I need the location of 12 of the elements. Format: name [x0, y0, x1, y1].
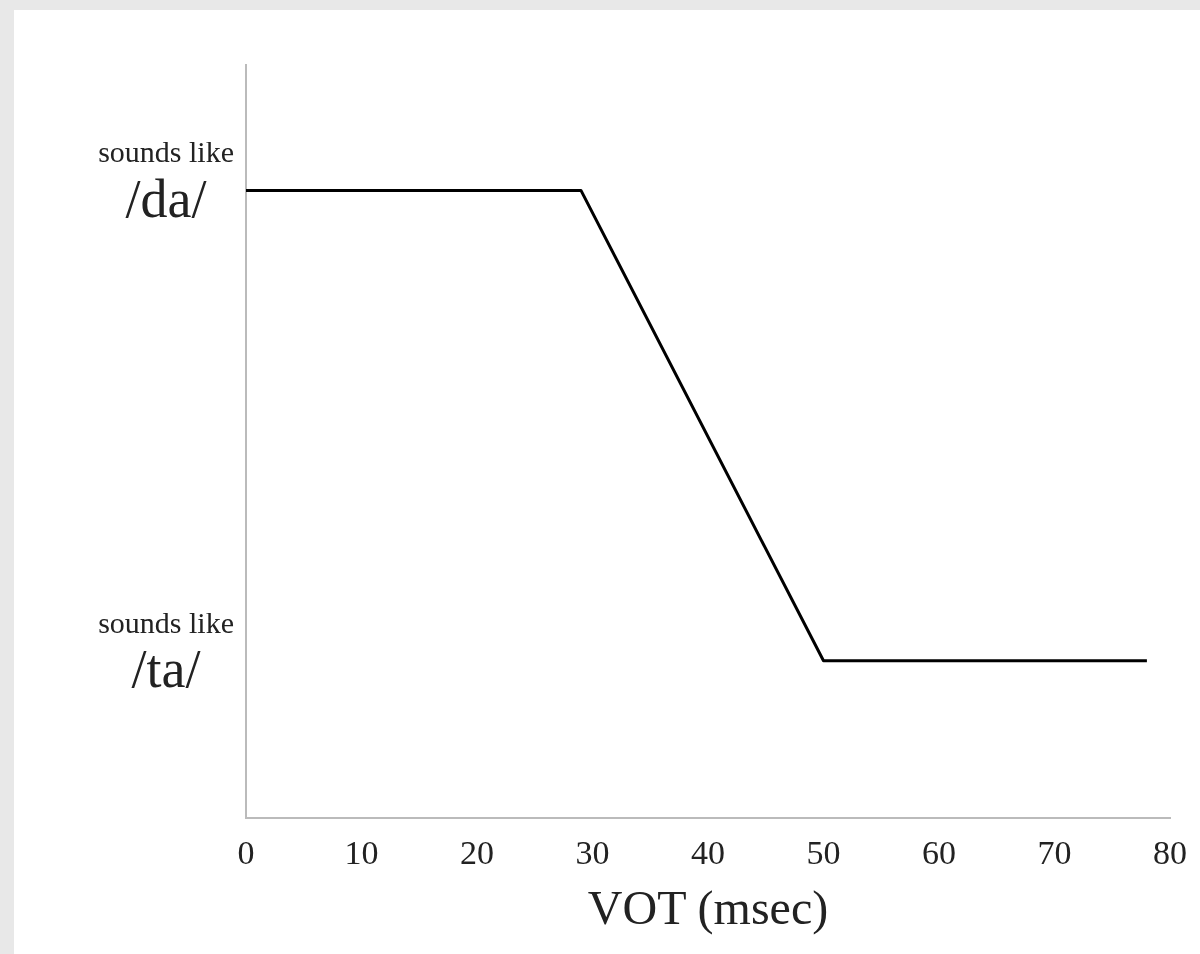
x-tick-label: 0	[237, 833, 255, 871]
x-tick-label: 80	[1153, 833, 1187, 871]
x-tick-label: 50	[806, 833, 841, 871]
x-tick-label: 70	[1037, 833, 1072, 871]
x-tick-label: 30	[575, 833, 610, 871]
text: sounds like /ta/	[98, 605, 234, 699]
x-tick-label: 40	[691, 833, 725, 871]
x-axis-title: VOT (msec)	[587, 880, 829, 935]
text: sounds like /da/	[98, 135, 234, 229]
x-tick-label: 20	[460, 833, 494, 871]
x-tick-label: 10	[344, 833, 379, 871]
x-tick-label: 60	[922, 833, 956, 871]
